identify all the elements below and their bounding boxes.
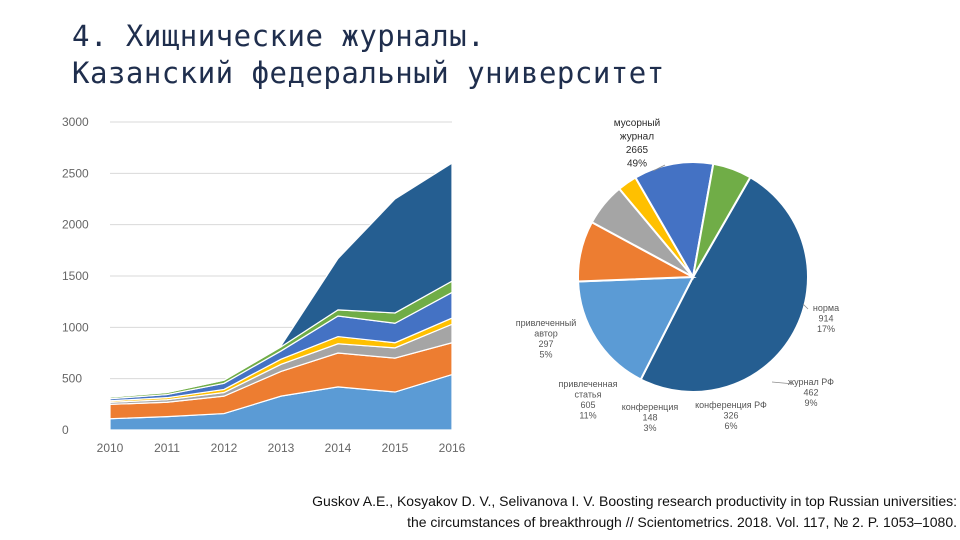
pie-label-line: конференция РФ — [695, 400, 767, 410]
pie-label-line: 2665 — [626, 145, 649, 156]
pie-label-line: 3% — [643, 423, 656, 433]
pie-label-conf: конференция 148 3% — [622, 402, 679, 433]
pie-label-line: 914 — [818, 314, 833, 324]
y-tick-label: 2500 — [62, 166, 89, 180]
slide-title-line2: Казанский федеральный университет — [72, 56, 665, 90]
pie-label-line: привлеченный — [516, 318, 577, 328]
y-tick-label: 3000 — [62, 115, 89, 129]
pie-label-line: привлеченная — [559, 379, 618, 389]
pie-slice — [692, 162, 752, 278]
x-tick-label: 2015 — [382, 441, 409, 455]
pie-slice — [634, 161, 715, 280]
pie-label-line: 148 — [642, 413, 657, 423]
y-tick-label: 0 — [62, 423, 69, 437]
pie-label-line: автор — [534, 329, 558, 339]
y-tick-label: 1500 — [62, 269, 89, 283]
pie-label-line: 6% — [724, 421, 737, 431]
y-tick-label: 500 — [62, 372, 82, 386]
x-tick-label: 2011 — [154, 441, 180, 455]
pie-label-line: 17% — [817, 324, 835, 334]
slide-title: 4. Хищнические журналы. Казанский федера… — [72, 18, 665, 92]
y-tick-label: 1000 — [62, 320, 89, 334]
x-tick-label: 2016 — [439, 441, 466, 455]
citation: Guskov A.E., Kosyakov D. V., Selivanova … — [200, 491, 957, 533]
pie-slice — [639, 175, 809, 393]
pie-label-line: конференция — [622, 402, 679, 412]
pie-label-line: 605 — [580, 400, 595, 410]
pie-label-line: 11% — [579, 411, 596, 421]
pie-leader-line — [802, 303, 809, 310]
y-tick-label: 2000 — [62, 218, 89, 232]
pie-label-line: 462 — [803, 388, 818, 398]
pie-label-author: привлеченный автор 297 5% — [516, 318, 577, 360]
pie-label-line: журнал РФ — [788, 377, 834, 387]
pie-label-line: 297 — [538, 339, 553, 349]
x-tick-label: 2014 — [325, 441, 352, 455]
x-tick-label: 2010 — [97, 441, 124, 455]
pie-label-line: 326 — [723, 411, 738, 421]
x-tick-label: 2012 — [211, 441, 238, 455]
citation-line2: the circumstances of breakthrough // Sci… — [407, 514, 957, 530]
pie-label-line: норма — [813, 303, 839, 313]
x-tick-label: 2013 — [268, 441, 295, 455]
pie-label-norm: норма 914 17% — [813, 303, 839, 334]
pie-label-trash: мусорный журнал 2665 49% — [614, 118, 660, 170]
citation-line1: Guskov A.E., Kosyakov D. V., Selivanova … — [312, 493, 957, 509]
pie-label-article: привлеченная статья 605 11% — [559, 379, 618, 421]
pie-label-rf-journal: журнал РФ 462 9% — [788, 377, 834, 408]
slide-title-line1: 4. Хищнические журналы. — [72, 19, 486, 53]
pie-label-line: мусорный — [614, 118, 660, 129]
pie-label-rf-conf: конференция РФ 326 6% — [695, 400, 767, 431]
pie-slice — [577, 275, 695, 381]
pie-label-line: 5% — [539, 350, 552, 360]
pie-leader-line — [771, 381, 795, 385]
pie-leader-line — [652, 164, 666, 172]
pie-label-line: 49% — [627, 159, 647, 170]
pie-label-line: 9% — [804, 398, 817, 408]
pie-label-line: журнал — [620, 132, 654, 143]
area-series-6 — [109, 161, 453, 398]
pie-label-line: статья — [574, 390, 601, 400]
